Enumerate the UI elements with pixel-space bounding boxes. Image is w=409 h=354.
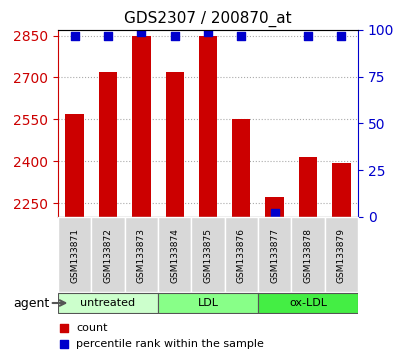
- FancyBboxPatch shape: [257, 217, 291, 292]
- Point: [61, 341, 67, 347]
- Text: GSM133872: GSM133872: [103, 228, 112, 283]
- FancyBboxPatch shape: [91, 217, 124, 292]
- FancyBboxPatch shape: [124, 217, 157, 292]
- FancyBboxPatch shape: [157, 293, 257, 313]
- FancyBboxPatch shape: [191, 217, 224, 292]
- Text: GSM133878: GSM133878: [303, 228, 312, 283]
- Bar: [198, 36, 217, 217]
- Bar: [265, 198, 283, 217]
- FancyBboxPatch shape: [224, 217, 257, 292]
- Text: LDL: LDL: [197, 298, 218, 308]
- Text: GSM133874: GSM133874: [170, 228, 179, 283]
- Point: [238, 33, 244, 39]
- Text: GSM133873: GSM133873: [137, 228, 146, 283]
- Bar: [331, 162, 350, 217]
- Text: percentile rank within the sample: percentile rank within the sample: [76, 339, 263, 349]
- Point: [171, 33, 178, 39]
- Bar: [231, 119, 250, 217]
- Bar: [99, 72, 117, 217]
- Point: [337, 33, 344, 39]
- Point: [204, 29, 211, 35]
- Bar: [165, 72, 183, 217]
- Point: [61, 325, 67, 331]
- Point: [304, 33, 310, 39]
- Text: untreated: untreated: [80, 298, 135, 308]
- FancyBboxPatch shape: [58, 293, 157, 313]
- Bar: [298, 157, 317, 217]
- Title: GDS2307 / 200870_at: GDS2307 / 200870_at: [124, 11, 291, 27]
- Text: ox-LDL: ox-LDL: [288, 298, 326, 308]
- Point: [71, 33, 78, 39]
- Text: GSM133871: GSM133871: [70, 228, 79, 283]
- Point: [104, 33, 111, 39]
- FancyBboxPatch shape: [291, 217, 324, 292]
- FancyBboxPatch shape: [58, 217, 91, 292]
- FancyBboxPatch shape: [257, 293, 357, 313]
- FancyBboxPatch shape: [324, 217, 357, 292]
- Text: count: count: [76, 323, 107, 333]
- Text: GSM133876: GSM133876: [236, 228, 245, 283]
- Text: GSM133877: GSM133877: [270, 228, 279, 283]
- Text: agent: agent: [13, 297, 49, 309]
- Point: [138, 29, 144, 35]
- Bar: [132, 36, 150, 217]
- Text: GSM133875: GSM133875: [203, 228, 212, 283]
- FancyBboxPatch shape: [157, 217, 191, 292]
- Bar: [65, 114, 83, 217]
- Text: GSM133879: GSM133879: [336, 228, 345, 283]
- Point: [271, 210, 277, 216]
